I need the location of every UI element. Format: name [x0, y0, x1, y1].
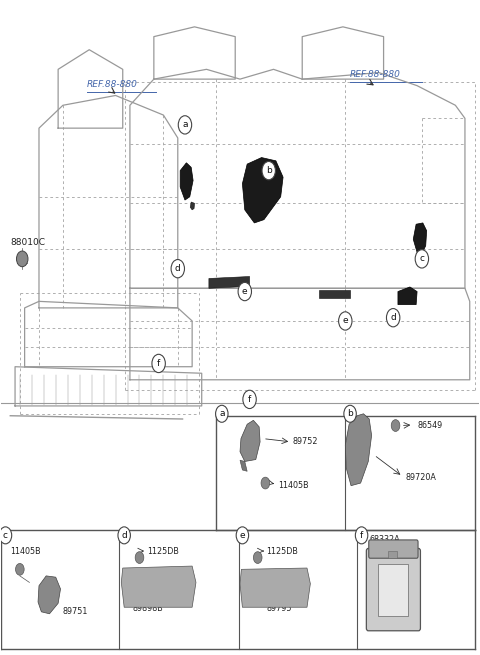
Circle shape: [355, 527, 368, 544]
Polygon shape: [242, 158, 283, 223]
Circle shape: [15, 563, 24, 575]
Text: d: d: [390, 313, 396, 322]
Text: REF.88-880: REF.88-880: [350, 70, 401, 79]
Circle shape: [238, 282, 252, 301]
Polygon shape: [345, 414, 372, 485]
Circle shape: [178, 116, 192, 134]
Text: 89752: 89752: [293, 438, 318, 446]
Text: 11405B: 11405B: [10, 546, 41, 555]
Polygon shape: [190, 202, 194, 210]
Text: 88010C: 88010C: [10, 238, 45, 247]
Circle shape: [338, 312, 352, 330]
Text: 89795: 89795: [266, 604, 292, 613]
Circle shape: [236, 527, 249, 544]
Circle shape: [243, 390, 256, 409]
FancyBboxPatch shape: [369, 540, 418, 558]
Text: 89720A: 89720A: [405, 474, 436, 482]
Text: f: f: [360, 531, 363, 540]
Text: a: a: [182, 121, 188, 130]
Text: 86549: 86549: [417, 421, 443, 430]
Text: 11405B: 11405B: [278, 481, 309, 490]
Text: 68332A: 68332A: [369, 535, 400, 544]
Circle shape: [391, 420, 400, 432]
Text: c: c: [420, 254, 424, 263]
Text: f: f: [157, 359, 160, 368]
Circle shape: [216, 405, 228, 422]
Circle shape: [415, 250, 429, 268]
Text: c: c: [3, 531, 8, 540]
Text: f: f: [248, 395, 251, 404]
Polygon shape: [240, 460, 247, 472]
Polygon shape: [209, 276, 250, 288]
Text: 89751: 89751: [63, 607, 88, 616]
Circle shape: [135, 552, 144, 563]
Text: d: d: [175, 264, 180, 273]
Text: b: b: [347, 409, 353, 419]
Text: e: e: [343, 316, 348, 326]
Circle shape: [262, 162, 276, 179]
Circle shape: [386, 309, 400, 327]
Text: d: d: [121, 531, 127, 540]
Circle shape: [171, 259, 184, 278]
Polygon shape: [38, 576, 60, 614]
Text: a: a: [219, 409, 225, 419]
Polygon shape: [180, 163, 193, 200]
Text: REF.88-880: REF.88-880: [87, 80, 138, 89]
Polygon shape: [398, 287, 417, 305]
Text: 1125DB: 1125DB: [147, 546, 179, 555]
FancyBboxPatch shape: [366, 548, 420, 631]
Text: 1125DB: 1125DB: [266, 546, 298, 555]
Bar: [388, 551, 397, 557]
Circle shape: [16, 251, 28, 267]
Text: b: b: [266, 166, 272, 175]
Polygon shape: [121, 566, 196, 607]
Circle shape: [344, 405, 356, 422]
Polygon shape: [240, 421, 260, 462]
Text: e: e: [242, 287, 248, 296]
Circle shape: [0, 527, 12, 544]
Circle shape: [253, 552, 262, 563]
Text: e: e: [240, 531, 245, 540]
Text: 89898B: 89898B: [132, 604, 163, 613]
Bar: [378, 564, 408, 616]
Circle shape: [118, 527, 131, 544]
Polygon shape: [240, 568, 311, 607]
Polygon shape: [413, 223, 427, 255]
Circle shape: [152, 354, 165, 373]
Circle shape: [261, 477, 270, 489]
Polygon shape: [319, 290, 350, 298]
